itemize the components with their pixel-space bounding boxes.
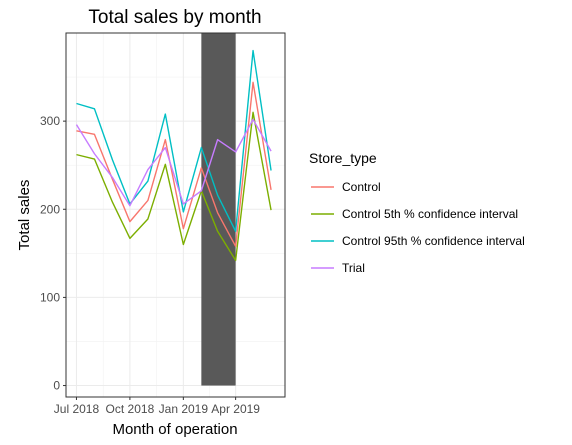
trial-period-shading [201, 33, 236, 386]
series-line-4 [75, 118, 272, 207]
legend-title: Store_type [309, 150, 377, 166]
chart-title: Total sales by month [88, 7, 261, 28]
y-tick-label: 100 [40, 290, 60, 304]
x-tick-label: Jan 2019 [159, 402, 209, 416]
legend-label-2: Control 5th % confidence interval [342, 207, 518, 221]
series-line-1 [76, 81, 272, 247]
legend-label-4: Trial [342, 261, 365, 275]
series-line-3 [76, 49, 272, 233]
series-line-2 [76, 111, 272, 262]
x-tick-label: Apr 2019 [211, 402, 260, 416]
x-axis-title: Month of operation [112, 421, 237, 438]
y-tick-label: 0 [53, 379, 60, 393]
y-tick-label: 200 [40, 202, 60, 216]
legend: Store_type Control Control 5th % confiden… [309, 150, 525, 275]
y-tick-label: 300 [40, 114, 60, 128]
x-tick-label: Jul 2018 [54, 402, 100, 416]
x-tick-label: Oct 2018 [106, 402, 155, 416]
legend-label-1: Control [342, 180, 381, 194]
legend-label-3: Control 95th % confidence interval [342, 234, 525, 248]
y-axis-title: Total sales [16, 180, 33, 251]
plot-panel: 0 100 200 300 Jul 2018 Oct 2018 Jan 2019 Apr 20… [40, 32, 286, 416]
plot-border [65, 32, 286, 398]
